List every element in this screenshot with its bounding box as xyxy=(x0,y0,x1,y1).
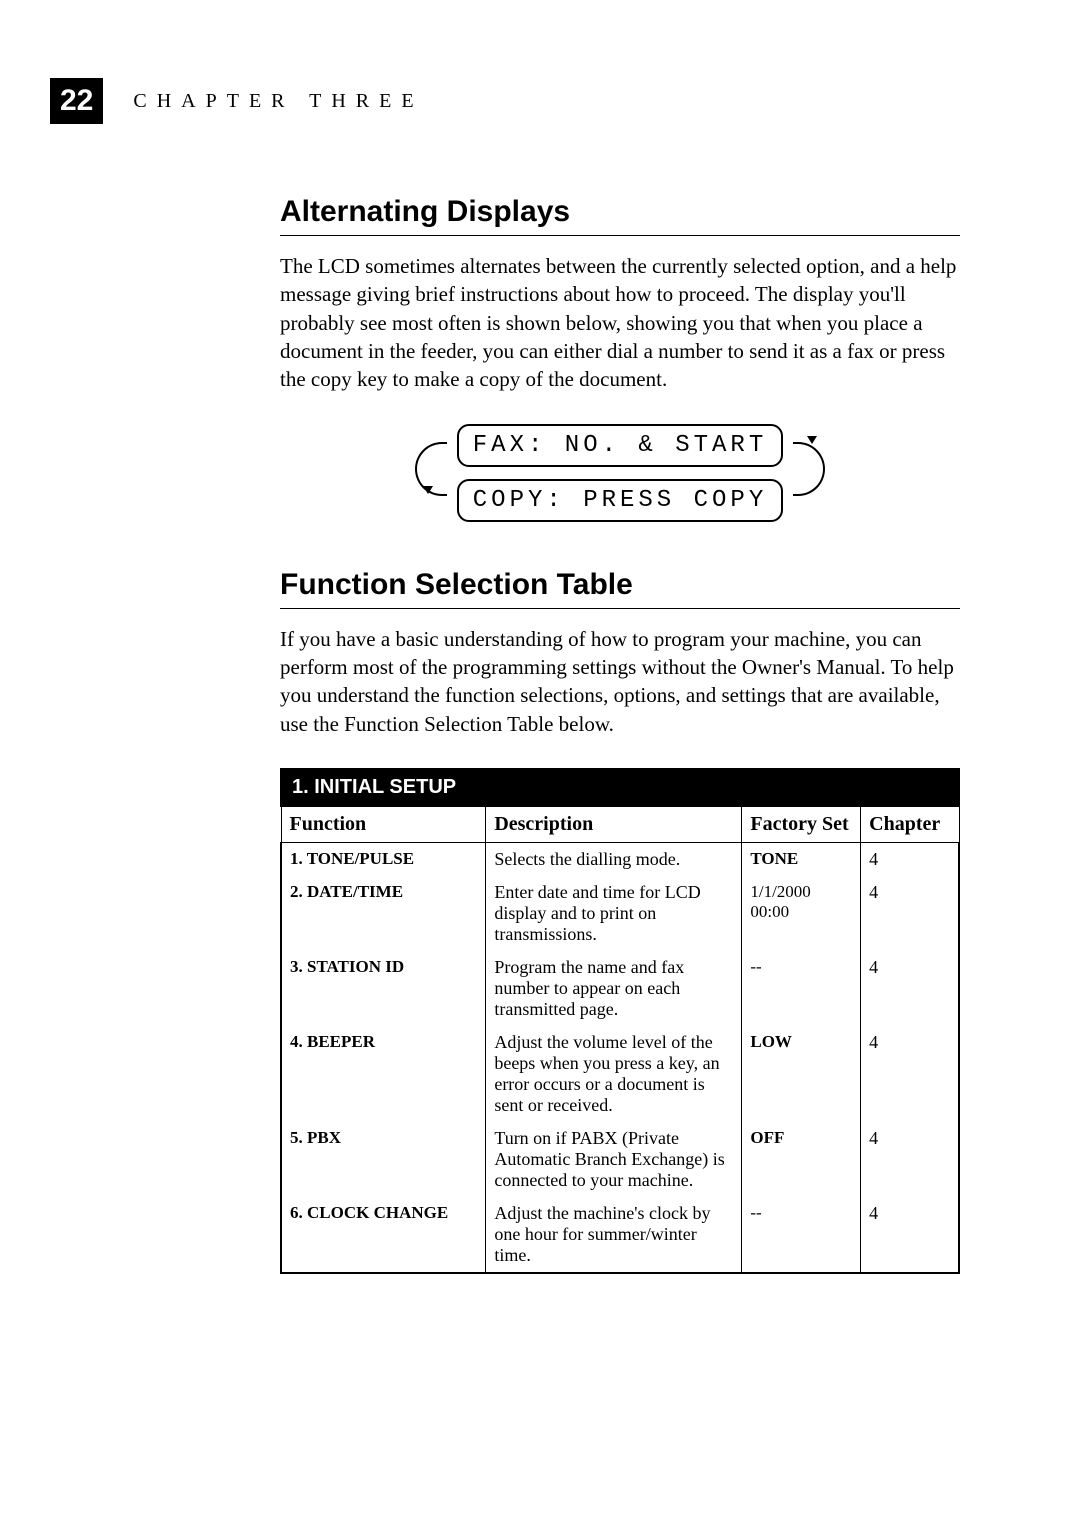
cell-description: Selects the dialling mode. xyxy=(486,843,742,877)
cell-function: 3. STATION ID xyxy=(281,951,486,1026)
table-body: 1. TONE/PULSE Selects the dialling mode.… xyxy=(281,843,959,1274)
lcd-line-2: COPY: PRESS COPY xyxy=(457,479,783,522)
cell-description: Enter date and time for LCD display and … xyxy=(486,876,742,951)
arrow-down-icon xyxy=(423,486,433,494)
page-number: 22 xyxy=(50,78,103,124)
page-header: 22 CHAPTER THREE xyxy=(50,78,424,124)
col-chapter: Chapter xyxy=(861,806,959,843)
table-row: 2. DATE/TIME Enter date and time for LCD… xyxy=(281,876,959,951)
cell-function: 5. PBX xyxy=(281,1122,486,1197)
table-row: 1. TONE/PULSE Selects the dialling mode.… xyxy=(281,843,959,877)
section-title-alternating-displays: Alternating Displays xyxy=(280,195,960,236)
function-selection-table: 1. INITIAL SETUP Function Description Fa… xyxy=(280,768,960,1274)
section-title-function-selection-table: Function Selection Table xyxy=(280,568,960,609)
page: 22 CHAPTER THREE Alternating Displays Th… xyxy=(0,0,1080,1526)
cell-description: Turn on if PABX (Private Automatic Branc… xyxy=(486,1122,742,1197)
lcd-diagram: FAX: NO. & START COPY: PRESS COPY xyxy=(435,418,805,528)
cell-chapter: 4 xyxy=(861,1122,959,1197)
chapter-label: CHAPTER THREE xyxy=(133,90,423,113)
cell-chapter: 4 xyxy=(861,1197,959,1273)
cell-factory-set: LOW xyxy=(742,1026,861,1122)
cell-function: 1. TONE/PULSE xyxy=(281,843,486,877)
page-content: Alternating Displays The LCD sometimes a… xyxy=(280,195,960,1274)
arrow-down-icon xyxy=(807,436,817,444)
cell-function: 6. CLOCK CHANGE xyxy=(281,1197,486,1273)
cell-description: Adjust the volume level of the beeps whe… xyxy=(486,1026,742,1122)
cell-description: Adjust the machine's clock by one hour f… xyxy=(486,1197,742,1273)
cell-chapter: 4 xyxy=(861,843,959,877)
cell-factory-set: TONE xyxy=(742,843,861,877)
table-row: 4. BEEPER Adjust the volume level of the… xyxy=(281,1026,959,1122)
cell-chapter: 4 xyxy=(861,876,959,951)
col-description: Description xyxy=(486,806,742,843)
cell-factory-set: -- xyxy=(742,1197,861,1273)
table-title: 1. INITIAL SETUP xyxy=(281,769,959,806)
cell-chapter: 4 xyxy=(861,951,959,1026)
cell-factory-set: 1/1/2000 00:00 xyxy=(742,876,861,951)
table-row: 5. PBX Turn on if PABX (Private Automati… xyxy=(281,1122,959,1197)
col-factory-set: Factory Set xyxy=(742,806,861,843)
col-function: Function xyxy=(281,806,486,843)
cell-function: 4. BEEPER xyxy=(281,1026,486,1122)
cell-description: Program the name and fax number to appea… xyxy=(486,951,742,1026)
cell-function: 2. DATE/TIME xyxy=(281,876,486,951)
cell-factory-set: OFF xyxy=(742,1122,861,1197)
cell-chapter: 4 xyxy=(861,1026,959,1122)
cell-factory-set: -- xyxy=(742,951,861,1026)
table-row: 6. CLOCK CHANGE Adjust the machine's clo… xyxy=(281,1197,959,1273)
table-row: 3. STATION ID Program the name and fax n… xyxy=(281,951,959,1026)
section-body-function-selection-table: If you have a basic understanding of how… xyxy=(280,625,960,738)
section-body-alternating-displays: The LCD sometimes alternates between the… xyxy=(280,252,960,394)
lcd-line-1: FAX: NO. & START xyxy=(457,424,783,467)
